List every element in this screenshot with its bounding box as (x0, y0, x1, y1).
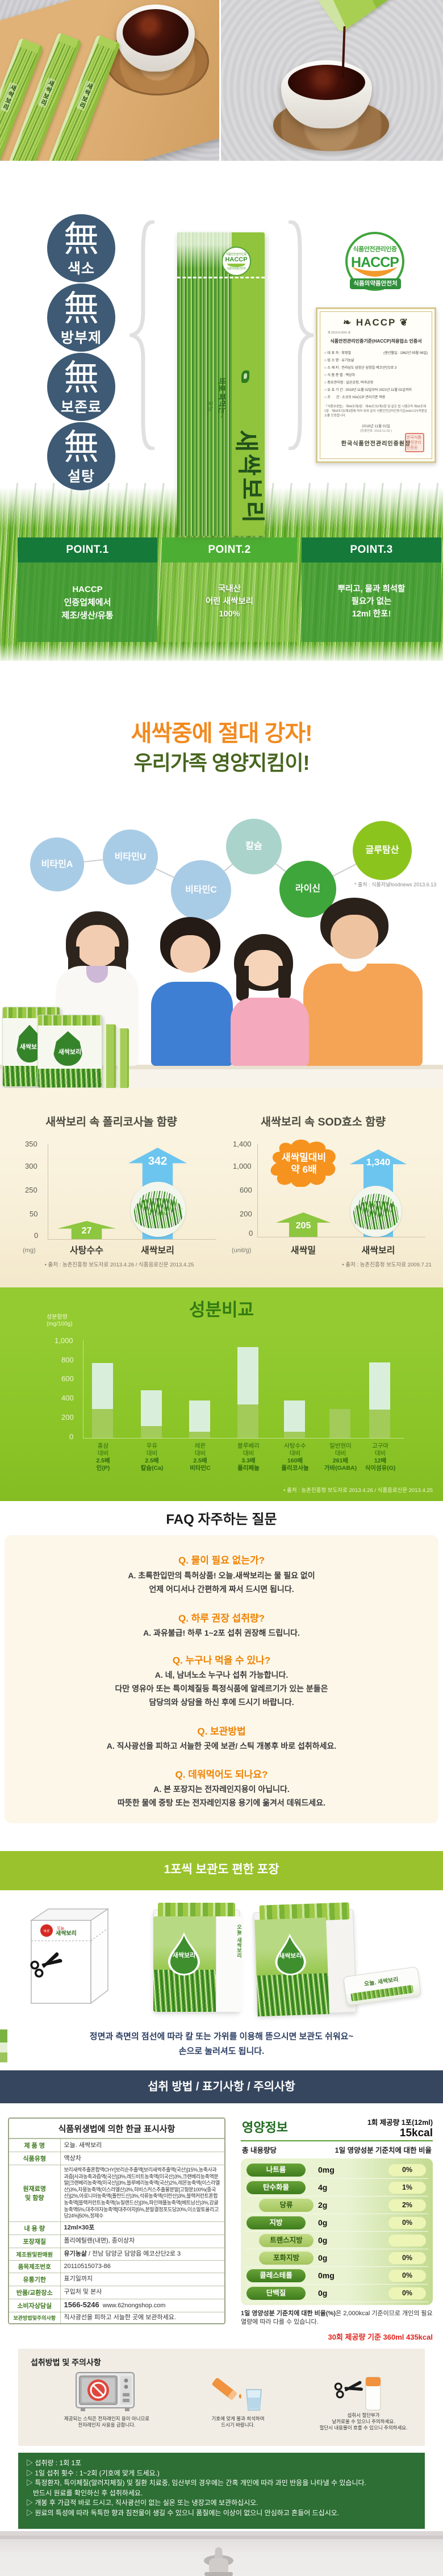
svg-text:바로: 바로 (43, 1929, 50, 1933)
svg-text:HACCP: HACCP (351, 255, 399, 270)
svg-text:오늘.: 오늘. (57, 1926, 65, 1931)
svg-text:식품안전관리인증: 식품안전관리인증 (353, 245, 397, 253)
svg-text:새싹보리: 새싹보리 (56, 1929, 77, 1937)
